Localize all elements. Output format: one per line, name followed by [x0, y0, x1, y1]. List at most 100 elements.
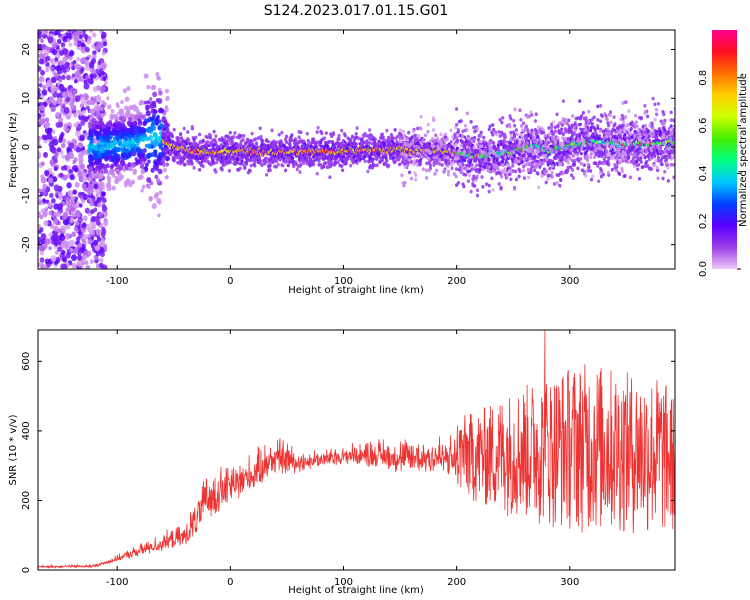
spectrogram-cell: [106, 126, 112, 132]
spectrogram-cell: [212, 161, 216, 166]
spectrogram-cell: [94, 160, 98, 164]
spectrogram-cell: [84, 94, 90, 100]
spectrogram-cell: [81, 42, 85, 47]
spectrogram-cell: [153, 153, 158, 158]
spectrogram-cell: [449, 139, 453, 144]
spectrogram-cell: [49, 192, 54, 198]
spectrogram-cell: [142, 148, 147, 153]
spectrogram-cell: [39, 257, 45, 263]
spectrogram-cell: [77, 265, 82, 269]
spectrogram-cell: [219, 143, 223, 147]
spectrogram-cell: [455, 167, 459, 171]
spectrogram-cell: [198, 167, 202, 172]
spectrogram-cell: [44, 258, 50, 265]
spectrogram-cell: [81, 170, 87, 177]
spectrogram-cell: [120, 144, 124, 149]
spectrogram-cell: [50, 107, 56, 113]
spectrogram-cell: [373, 137, 377, 142]
spectrogram-cell: [43, 244, 48, 250]
spectrogram-cell: [60, 142, 66, 149]
spectrogram-cell: [73, 79, 78, 84]
spectrogram-cell: [57, 195, 63, 201]
spectrogram-cell: [496, 158, 499, 162]
spectrogram-cell: [73, 226, 78, 232]
spectrogram-cell: [97, 42, 104, 49]
spectrogram-cell: [292, 162, 296, 167]
spectrogram-cell: [71, 262, 77, 269]
spectrogram-cell: [51, 129, 56, 135]
spectrogram-cell: [122, 88, 128, 94]
spectrogram-cell: [372, 157, 375, 161]
spectrogram-cell: [38, 199, 42, 206]
spectrogram-cell: [77, 255, 82, 261]
spectrogram-cell: [233, 131, 237, 135]
spectrogram-cell: [66, 146, 71, 152]
spectrogram-cell: [165, 162, 169, 167]
spectrogram-cell: [290, 133, 294, 137]
spectrogram-cell: [39, 250, 45, 256]
spectrogram-cell: [146, 143, 152, 149]
spectrogram-cell: [455, 107, 459, 111]
spectrogram-cell: [67, 92, 72, 97]
spectrogram-cell: [312, 137, 316, 142]
spectrogram-cell: [88, 128, 93, 134]
spectrogram-cell: [255, 141, 259, 146]
spectrogram-cell: [74, 181, 80, 188]
spectrogram-cell: [164, 175, 169, 180]
spectrogram-cell: [124, 96, 130, 102]
spectrogram-cell: [274, 140, 279, 145]
spectrogram-cell: [290, 138, 294, 142]
spectrogram-cell: [113, 114, 119, 120]
spectrogram-cell: [106, 96, 110, 101]
spectrogram-cell: [284, 168, 288, 173]
spectrogram-cell: [81, 183, 87, 190]
spectrogram-cell: [52, 176, 58, 183]
spectrogram-cell: [150, 144, 154, 149]
spectrogram-cell: [322, 136, 327, 140]
spectrogram-cell: [130, 179, 136, 185]
spectrogram-cell: [40, 38, 45, 44]
spectrogram-cell: [40, 70, 46, 76]
spectrogram-cell: [147, 127, 152, 133]
spectrogram-cell: [126, 85, 131, 92]
spectrogram-cell: [532, 168, 537, 173]
spectrogram-cell: [68, 42, 73, 47]
spectrogram-cell: [206, 135, 210, 139]
spectrogram-cell: [156, 160, 161, 166]
spectrogram-cell: [103, 220, 109, 227]
spectrogram-cell: [122, 116, 126, 121]
spectrogram-cell: [84, 207, 90, 214]
spectrogram-cell: [363, 159, 367, 164]
spectrogram-cell: [91, 53, 97, 60]
spectrogram-cell: [91, 32, 97, 38]
spectrogram-cell: [44, 135, 49, 141]
spectrogram-cell: [186, 130, 190, 134]
spectrogram-cell: [88, 184, 94, 191]
spectrogram-cell: [90, 58, 97, 64]
spectrogram-cell: [150, 117, 154, 121]
spectrogram-cell: [139, 163, 145, 169]
spectrogram-cell: [77, 217, 83, 224]
spectrogram-cell: [105, 163, 110, 169]
spectrogram-cell: [38, 75, 45, 83]
spectrogram-cell: [127, 140, 132, 145]
spectrogram-cell: [116, 104, 120, 109]
spectrogram-cell: [363, 131, 367, 136]
spectrogram-cell: [38, 82, 43, 88]
spectrogram-cell: [52, 138, 59, 146]
spectrogram-cell: [83, 79, 88, 84]
spectrogram-cell: [138, 174, 144, 180]
spectrogram-cell: [166, 127, 170, 132]
spectrogram-cell: [259, 134, 263, 139]
spectrogram-cell: [42, 198, 46, 203]
spectrogram-cell: [344, 161, 348, 166]
spectrogram-cell: [100, 106, 104, 111]
spectrogram-cell: [121, 153, 126, 159]
spectrogram-cell: [92, 86, 98, 92]
spectrogram-cell: [156, 178, 161, 184]
spectrogram-cell: [537, 137, 541, 141]
spectrogram-cell: [303, 142, 306, 146]
spectrogram-cell: [72, 159, 77, 165]
spectrogram-cell: [48, 177, 54, 184]
spectrogram-cell: [74, 70, 81, 78]
